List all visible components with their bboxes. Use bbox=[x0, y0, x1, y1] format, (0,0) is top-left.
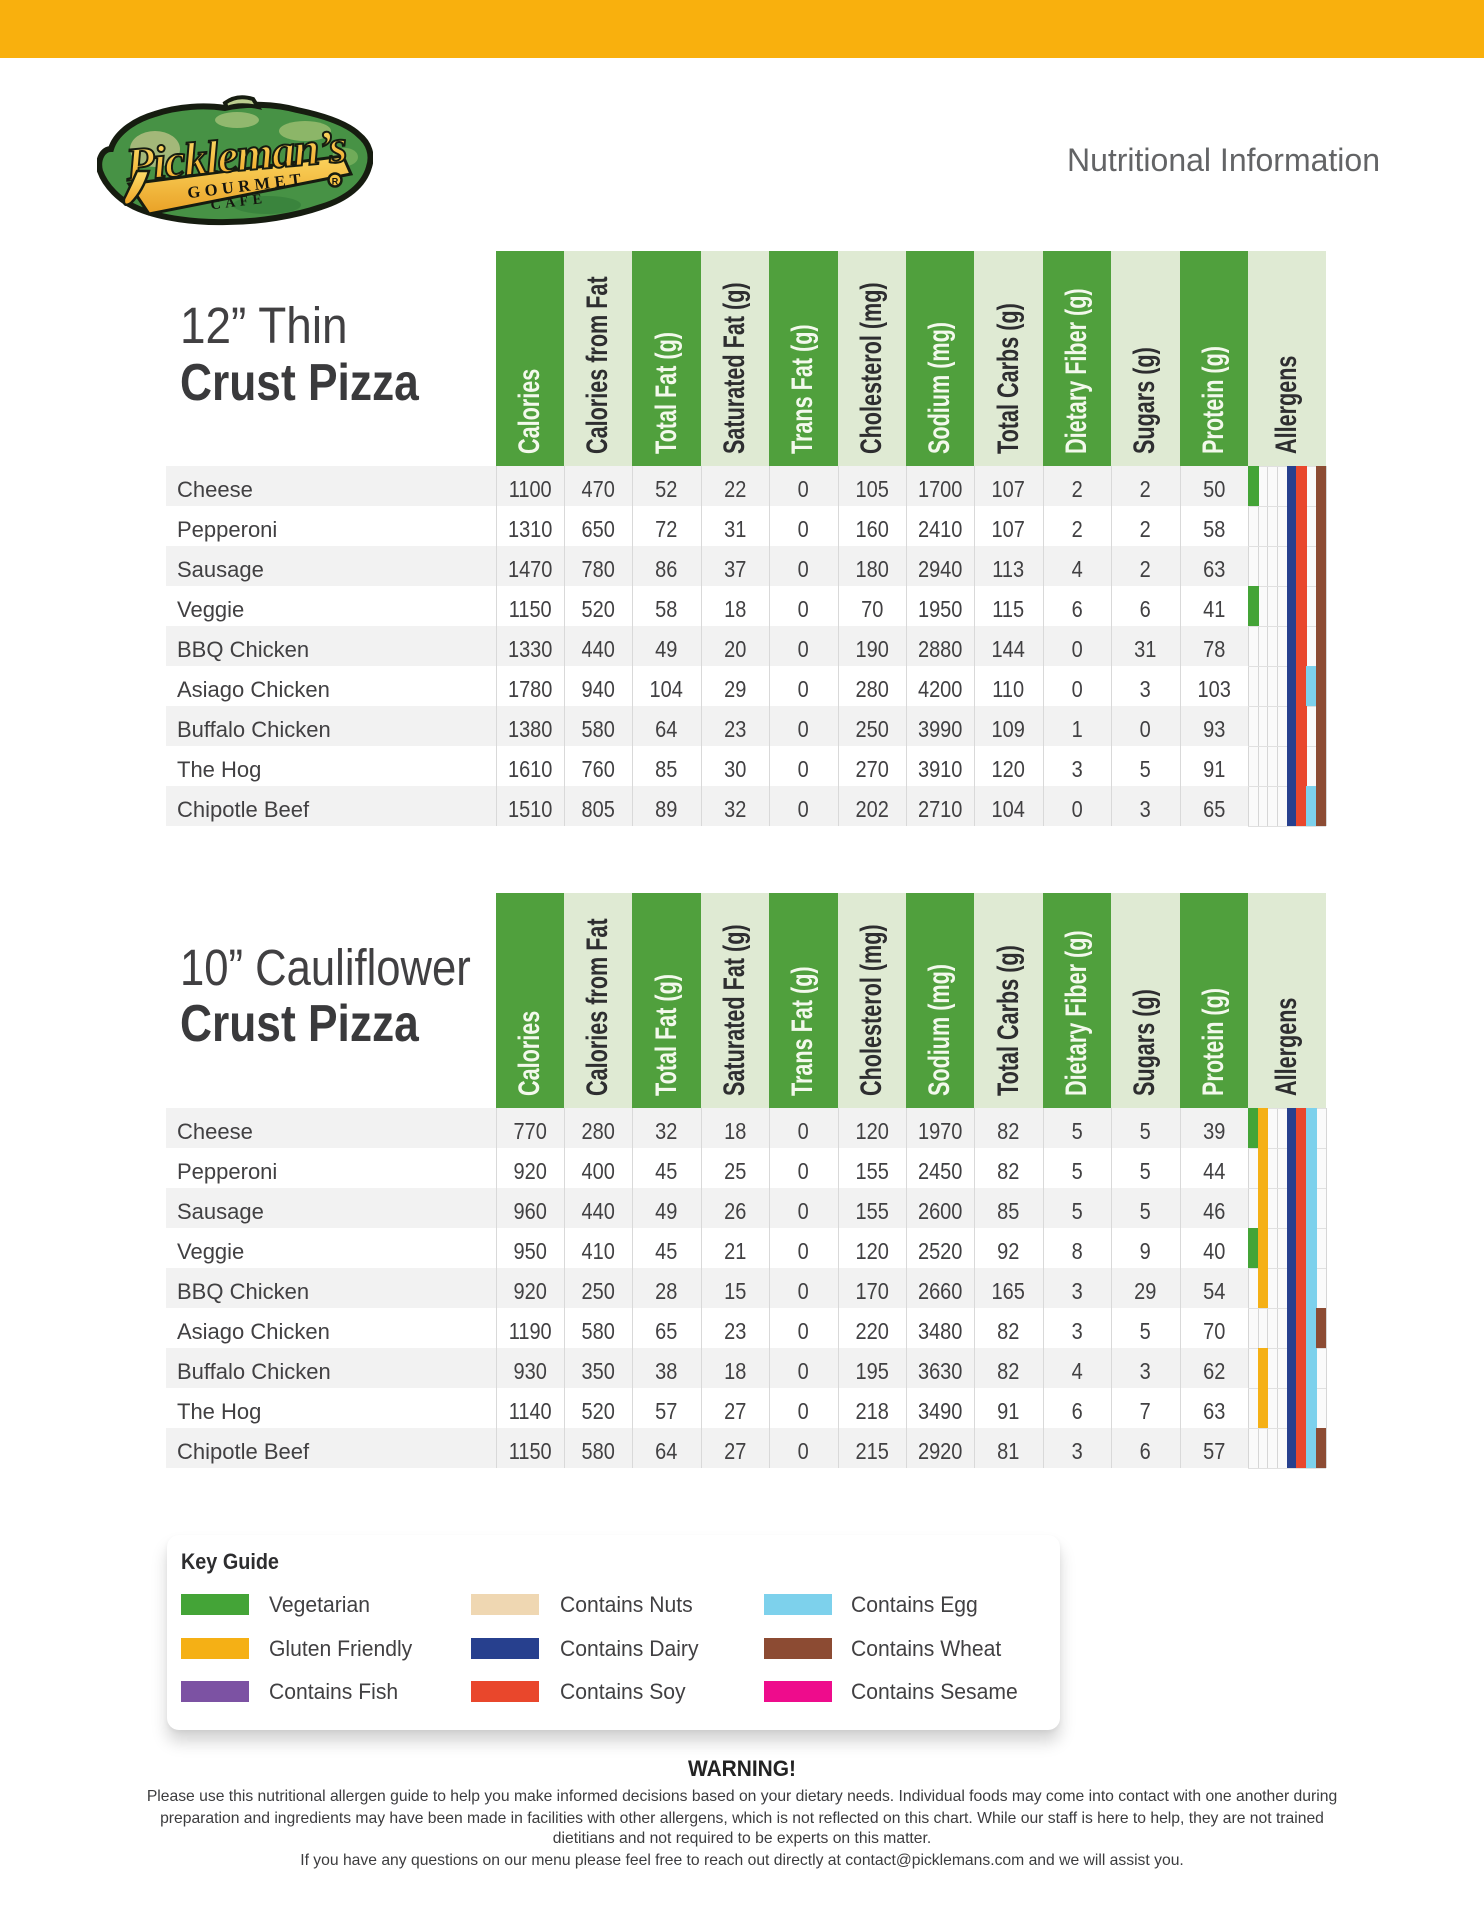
svg-text:CAFE: CAFE bbox=[210, 192, 268, 214]
svg-text:R: R bbox=[332, 177, 339, 187]
